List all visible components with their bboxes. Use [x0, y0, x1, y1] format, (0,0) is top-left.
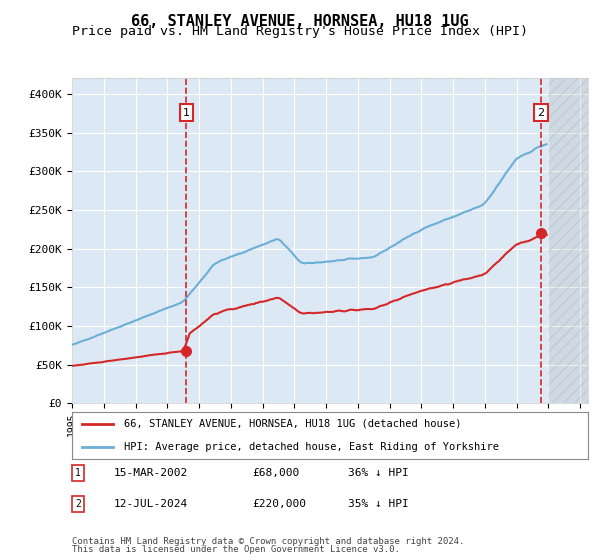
Text: 36% ↓ HPI: 36% ↓ HPI [348, 468, 409, 478]
Text: 2: 2 [537, 108, 544, 118]
Text: 35% ↓ HPI: 35% ↓ HPI [348, 499, 409, 509]
Text: 2: 2 [75, 499, 81, 509]
Text: This data is licensed under the Open Government Licence v3.0.: This data is licensed under the Open Gov… [72, 545, 400, 554]
Text: 12-JUL-2024: 12-JUL-2024 [114, 499, 188, 509]
Text: HPI: Average price, detached house, East Riding of Yorkshire: HPI: Average price, detached house, East… [124, 442, 499, 452]
Text: £220,000: £220,000 [252, 499, 306, 509]
Text: £68,000: £68,000 [252, 468, 299, 478]
Text: 1: 1 [75, 468, 81, 478]
Text: 1: 1 [183, 108, 190, 118]
Text: Price paid vs. HM Land Registry's House Price Index (HPI): Price paid vs. HM Land Registry's House … [72, 25, 528, 38]
Text: 66, STANLEY AVENUE, HORNSEA, HU18 1UG: 66, STANLEY AVENUE, HORNSEA, HU18 1UG [131, 14, 469, 29]
Text: 66, STANLEY AVENUE, HORNSEA, HU18 1UG (detached house): 66, STANLEY AVENUE, HORNSEA, HU18 1UG (d… [124, 418, 461, 428]
Bar [548, 78, 588, 403]
Text: Contains HM Land Registry data © Crown copyright and database right 2024.: Contains HM Land Registry data © Crown c… [72, 537, 464, 546]
Text: 15-MAR-2002: 15-MAR-2002 [114, 468, 188, 478]
